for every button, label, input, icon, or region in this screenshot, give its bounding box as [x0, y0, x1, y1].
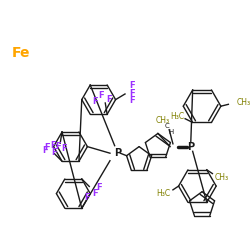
Text: F: F [129, 96, 134, 105]
Text: F: F [56, 142, 61, 151]
Text: F: F [130, 88, 135, 98]
Text: F: F [92, 188, 98, 198]
Text: F: F [61, 144, 67, 154]
Text: F: F [52, 148, 57, 157]
Text: P: P [114, 148, 121, 158]
Text: P: P [187, 142, 194, 152]
Text: H₃C: H₃C [156, 189, 170, 198]
Text: F: F [44, 144, 50, 152]
Text: CH₃: CH₃ [237, 98, 250, 107]
Text: CH₃: CH₃ [156, 116, 170, 125]
Text: CH₃: CH₃ [215, 173, 229, 182]
Text: F: F [99, 91, 104, 100]
Text: F: F [96, 183, 102, 192]
Text: F: F [42, 146, 48, 156]
Text: H₃C: H₃C [170, 112, 185, 121]
Text: F: F [84, 193, 90, 202]
Text: F: F [106, 95, 112, 104]
Text: C: C [165, 123, 170, 129]
Text: F: F [50, 141, 56, 150]
Text: H: H [168, 128, 174, 134]
Text: F: F [129, 81, 134, 90]
Text: F: F [92, 96, 98, 106]
Text: Fe: Fe [12, 46, 31, 60]
